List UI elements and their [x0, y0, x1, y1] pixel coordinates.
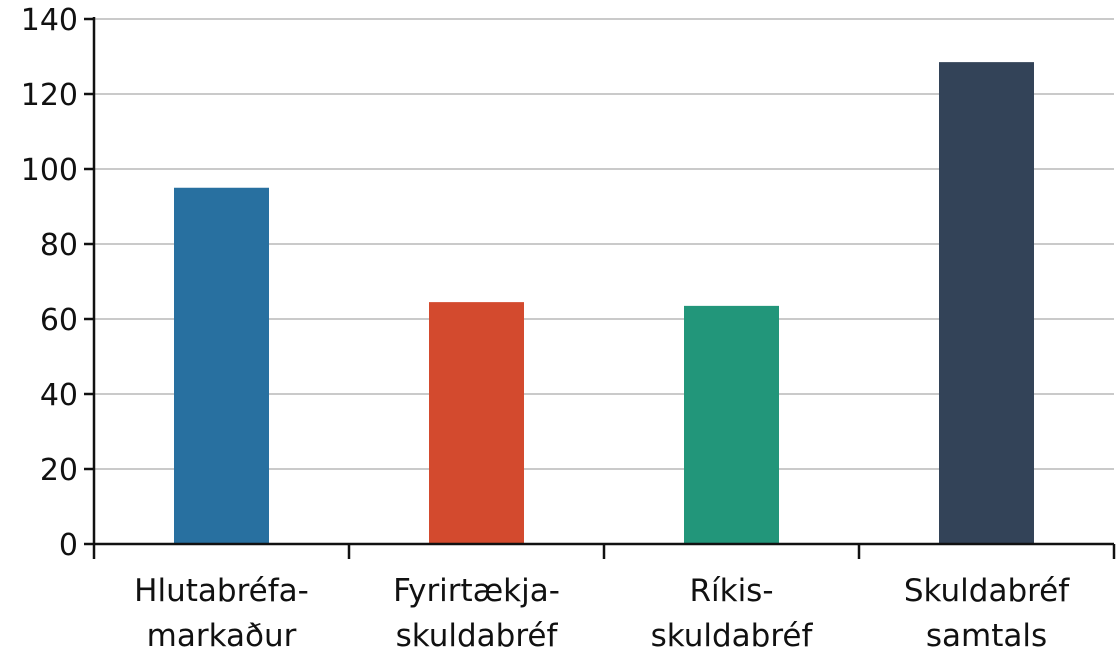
x-category-label: skuldabréf: [396, 618, 559, 654]
bar: [939, 62, 1034, 544]
x-category-label: Skuldabréf: [904, 573, 1070, 609]
y-tick-label: 120: [21, 78, 78, 113]
bar: [684, 305, 779, 544]
x-category-label: Fyrirtækja-: [393, 573, 560, 609]
y-tick-label: 80: [40, 228, 78, 263]
y-tick-label: 140: [21, 3, 78, 38]
bars: [174, 62, 1034, 544]
y-tick-label: 40: [40, 378, 78, 413]
x-category-label: samtals: [926, 618, 1047, 654]
y-tick-label: 60: [40, 303, 78, 338]
x-category-label: skuldabréf: [651, 618, 814, 654]
y-tick-label: 100: [21, 153, 78, 188]
bar: [174, 187, 269, 544]
y-tick-label: 20: [40, 453, 78, 488]
axes: [84, 17, 1116, 559]
axis-labels: 0 20 40 60 80 100 120 140 Hlutabréfa-markaður Fyr…: [21, 3, 1071, 654]
x-category-label: markaður: [147, 618, 297, 654]
x-category-label: Ríkis-: [689, 573, 773, 609]
bar: [429, 302, 524, 544]
x-category-label: Hlutabréfa-: [134, 573, 309, 609]
y-tick-label: 0: [59, 528, 78, 563]
